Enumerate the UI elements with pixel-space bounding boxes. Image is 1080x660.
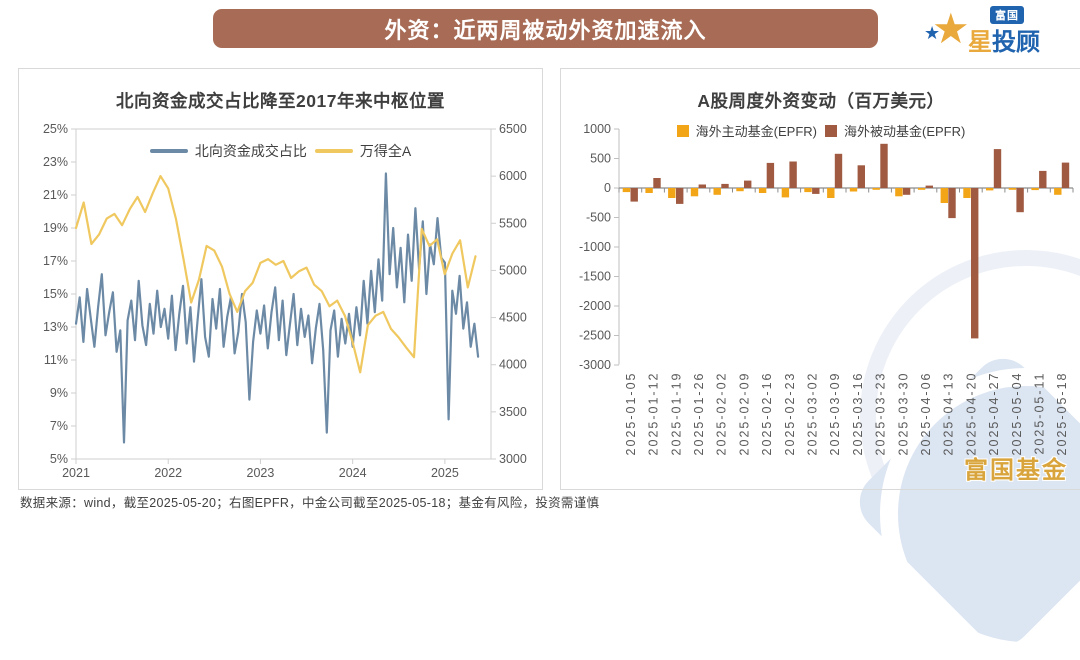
svg-text:2025-05-11: 2025-05-11 (1032, 372, 1046, 455)
svg-text:2025-01-12: 2025-01-12 (647, 372, 661, 456)
svg-text:25%: 25% (43, 122, 68, 136)
svg-text:4500: 4500 (499, 311, 527, 325)
svg-text:2025-05-04: 2025-05-04 (1010, 372, 1024, 456)
right-axis-labels: 1000 500 0 -500 -1000 -1500 -2000 -2500 -3000 (579, 122, 611, 372)
svg-text:-2000: -2000 (579, 299, 611, 313)
logo-badge: 富国 (990, 6, 1024, 24)
northbound-line-swatch-icon (149, 149, 188, 153)
svg-text:-2500: -2500 (579, 329, 611, 343)
left-chart-legend: 北向资金成交占比 万得全A (19, 141, 542, 161)
svg-text:2025-04-27: 2025-04-27 (987, 372, 1001, 456)
logo-name-first: 星 (968, 29, 992, 56)
svg-text:2025-03-02: 2025-03-02 (805, 372, 819, 456)
right-chart-legend: 海外主动基金(EPFR) 海外被动基金(EPFR) (561, 121, 1080, 140)
svg-text:2025-01-26: 2025-01-26 (692, 372, 706, 456)
svg-text:-500: -500 (586, 211, 611, 225)
svg-text:15%: 15% (43, 287, 68, 301)
watermark-brand-text: 富国基金 (964, 457, 1068, 484)
svg-text:2025-03-30: 2025-03-30 (896, 372, 910, 456)
right-plot-axes (614, 128, 1074, 366)
svg-text:17%: 17% (43, 254, 68, 268)
banner-title: 外资：近两周被动外资加速流入 (384, 17, 707, 43)
legend-item-active-fund: 海外主动基金(EPFR) (676, 121, 817, 140)
svg-text:2025-01-19: 2025-01-19 (669, 372, 683, 456)
svg-text:2025-03-23: 2025-03-23 (874, 372, 888, 456)
foreign-flow-bar-chart: 1000 500 0 -500 -1000 -1500 -2000 -2500 -3000 202… (579, 122, 1074, 456)
legend-item-northbound: 北向资金成交占比 (149, 141, 307, 161)
svg-text:1000: 1000 (583, 122, 611, 136)
svg-text:2025-02-23: 2025-02-23 (783, 372, 797, 456)
svg-text:9%: 9% (50, 386, 68, 400)
svg-text:3000: 3000 (499, 452, 527, 466)
brand-logo: ★ ★ 富国 星投顾 (924, 2, 1076, 58)
svg-text:2025-01-05: 2025-01-05 (624, 372, 638, 456)
legend-item-windA: 万得全A (314, 141, 412, 161)
logo-star-gold-icon: ★ (932, 5, 970, 52)
logo-name: 星投顾 (968, 22, 1040, 57)
svg-text:2022: 2022 (154, 466, 182, 480)
title-banner: 外资：近两周被动外资加速流入 (213, 9, 878, 48)
svg-text:5500: 5500 (499, 216, 527, 230)
svg-text:2025-02-09: 2025-02-09 (737, 372, 751, 456)
legend-label-northbound: 北向资金成交占比 (194, 143, 307, 159)
svg-text:2021: 2021 (62, 466, 90, 480)
svg-text:2025-02-02: 2025-02-02 (715, 372, 729, 456)
active-fund-bars (622, 188, 1062, 203)
svg-text:2025-04-20: 2025-04-20 (964, 372, 978, 456)
svg-text:-1000: -1000 (579, 240, 611, 254)
left-axis-labels: 25% 23% 21% 19% 17% 15% 13% 11% 9% 7% 5% 6500 6000 55… (43, 122, 527, 480)
svg-text:500: 500 (590, 152, 611, 166)
svg-text:0: 0 (604, 181, 611, 195)
svg-text:19%: 19% (43, 221, 68, 235)
windA-line-swatch-icon (314, 149, 353, 153)
logo-star-blue-icon: ★ (924, 23, 941, 43)
legend-label-passive-fund: 海外被动基金(EPFR) (844, 124, 966, 139)
svg-text:7%: 7% (50, 419, 68, 433)
left-plot-axes (71, 128, 496, 464)
left-chart-panel: 北向资金成交占比降至2017年来中枢位置 北向资金成交占比 万得全A 25% 23… (18, 68, 543, 490)
northbound-line-chart: 25% 23% 21% 19% 17% 15% 13% 11% 9% 7% 5% 6500 6000 55… (43, 122, 527, 480)
legend-label-windA: 万得全A (359, 143, 412, 159)
passive-fund-swatch-icon (825, 124, 837, 137)
svg-text:2025-04-13: 2025-04-13 (942, 372, 956, 456)
data-source-note: 数据来源：wind，截至2025-05-20；右图EPFR，中金公司截至2025… (20, 496, 600, 510)
svg-text:-1500: -1500 (579, 270, 611, 284)
svg-text:6000: 6000 (499, 169, 527, 183)
line-series-0 (74, 172, 480, 444)
svg-text:5%: 5% (50, 452, 68, 466)
svg-text:5000: 5000 (499, 263, 527, 277)
legend-label-active-fund: 海外主动基金(EPFR) (695, 124, 817, 139)
svg-text:2025: 2025 (431, 466, 459, 480)
svg-text:21%: 21% (43, 188, 68, 202)
active-fund-swatch-icon (676, 124, 689, 137)
right-chart-title: A股周度外资变动（百万美元） (697, 91, 945, 111)
passive-fund-bars (630, 143, 1070, 339)
svg-text:2025-05-18: 2025-05-18 (1055, 372, 1069, 456)
svg-text:4000: 4000 (499, 358, 527, 372)
svg-text:6500: 6500 (499, 122, 527, 136)
svg-text:2025-03-09: 2025-03-09 (828, 372, 842, 456)
right-chart-panel: A股周度外资变动（百万美元） 海外主动基金(EPFR) 海外被动基金(EPFR)… (560, 68, 1080, 490)
svg-text:23%: 23% (43, 155, 68, 169)
svg-text:3500: 3500 (499, 405, 527, 419)
svg-text:11%: 11% (44, 353, 68, 367)
svg-text:2025-02-16: 2025-02-16 (760, 372, 774, 456)
date-labels: 2025-01-05 2025-01-12 2025-01-19 2025-01-26… (624, 372, 1069, 456)
left-chart-title: 北向资金成交占比降至2017年来中枢位置 (116, 91, 445, 111)
svg-text:2023: 2023 (247, 466, 275, 480)
svg-text:2025-03-16: 2025-03-16 (851, 372, 865, 456)
logo-name-rest: 投顾 (992, 29, 1040, 56)
svg-text:-3000: -3000 (579, 358, 611, 372)
line-series-1 (74, 174, 477, 374)
svg-text:2024: 2024 (339, 466, 367, 480)
svg-text:2025-04-06: 2025-04-06 (919, 372, 933, 456)
svg-text:13%: 13% (43, 320, 68, 334)
legend-item-passive-fund: 海外被动基金(EPFR) (825, 121, 965, 140)
